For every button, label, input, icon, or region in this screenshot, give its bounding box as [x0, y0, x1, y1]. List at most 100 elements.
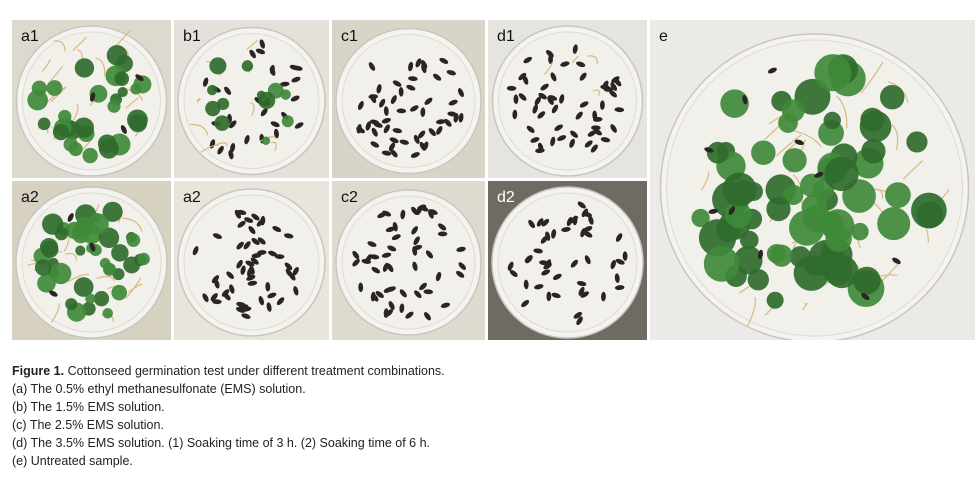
seed — [584, 255, 591, 265]
seed — [420, 107, 426, 117]
seed — [358, 282, 364, 293]
figure-caption: Figure 1. Cottonseed germination test un… — [12, 362, 712, 470]
leaf — [861, 139, 886, 164]
seed — [236, 259, 243, 269]
seed — [579, 72, 587, 81]
seed — [423, 289, 434, 295]
seed — [592, 110, 598, 121]
seed — [230, 142, 236, 153]
caption-figure-title: Cottonseed germination test under differ… — [67, 364, 445, 378]
seed — [251, 237, 260, 245]
seed — [240, 265, 246, 275]
seed — [258, 296, 264, 306]
seed — [398, 87, 404, 97]
panel-c1-label: c1 — [341, 28, 358, 45]
seed — [352, 258, 360, 267]
seed — [375, 291, 384, 298]
leaf — [128, 114, 148, 133]
leaf — [751, 140, 776, 165]
seed — [293, 286, 299, 296]
seed — [578, 286, 585, 296]
seed — [255, 48, 266, 55]
seed — [457, 88, 464, 98]
panel-d1-label: d1 — [497, 28, 515, 45]
seedling-stem — [250, 102, 255, 116]
seed — [272, 225, 282, 233]
seed — [610, 259, 616, 270]
seed — [399, 289, 407, 298]
leaf — [73, 277, 94, 297]
seed — [396, 108, 407, 114]
panel-a1: a1 — [12, 20, 171, 178]
leaf — [766, 291, 784, 309]
leaf — [37, 117, 51, 131]
seed — [545, 259, 552, 269]
seed — [538, 92, 547, 100]
seed — [406, 84, 416, 91]
leaf — [27, 89, 48, 111]
seed — [546, 291, 552, 302]
seed — [532, 104, 538, 114]
panel-e-photo — [650, 20, 975, 340]
seed — [576, 61, 586, 68]
seed — [458, 112, 464, 123]
seed — [513, 94, 519, 105]
seed — [251, 253, 262, 259]
leaf — [720, 89, 749, 118]
leaf — [782, 148, 807, 173]
seed — [537, 111, 546, 119]
seed — [89, 242, 96, 252]
leaf — [75, 245, 86, 256]
leaf — [280, 89, 291, 100]
seed — [421, 63, 427, 74]
leaf — [241, 60, 254, 72]
seed — [290, 95, 300, 102]
seed — [249, 49, 256, 59]
seed — [293, 65, 303, 71]
seed — [861, 293, 870, 300]
seedling-stem — [215, 142, 228, 147]
seed — [214, 279, 220, 289]
leaf — [916, 201, 944, 229]
seed — [757, 249, 764, 260]
seed — [392, 80, 402, 87]
caption-figure-label: Figure 1. — [12, 364, 65, 378]
leaf — [205, 100, 221, 117]
seed — [210, 293, 218, 302]
seed — [367, 241, 377, 247]
dish-contents — [192, 209, 299, 319]
seed — [412, 261, 418, 272]
seed — [425, 250, 434, 259]
caption-line-b: (b) The 1.5% EMS solution. — [12, 400, 165, 414]
seed — [371, 293, 379, 302]
seed — [614, 285, 625, 291]
seed — [377, 212, 387, 219]
caption-line-e: (e) Untreated sample. — [12, 454, 133, 468]
seed — [453, 113, 459, 123]
seed — [383, 287, 393, 293]
seed — [268, 250, 278, 257]
seed — [413, 236, 420, 245]
seed — [767, 67, 777, 74]
seed — [385, 309, 394, 317]
leaf — [107, 99, 121, 113]
seed — [370, 141, 380, 148]
leaf — [207, 84, 218, 96]
seedling-stem — [544, 62, 553, 75]
dish-inner — [341, 195, 476, 330]
seed — [368, 62, 376, 71]
seed — [369, 254, 380, 260]
seed — [408, 76, 418, 82]
leaf — [851, 222, 869, 241]
seedling-stem — [122, 217, 143, 232]
panel-a2-right-photo — [174, 181, 329, 340]
seed — [260, 108, 268, 117]
panel-d1: d1 — [488, 20, 647, 178]
seed — [251, 213, 260, 221]
seed — [89, 92, 96, 102]
dish-contents — [506, 44, 625, 154]
seedling-stem — [700, 171, 710, 191]
seed — [436, 126, 443, 135]
seed — [234, 209, 241, 219]
leaf — [117, 86, 128, 98]
